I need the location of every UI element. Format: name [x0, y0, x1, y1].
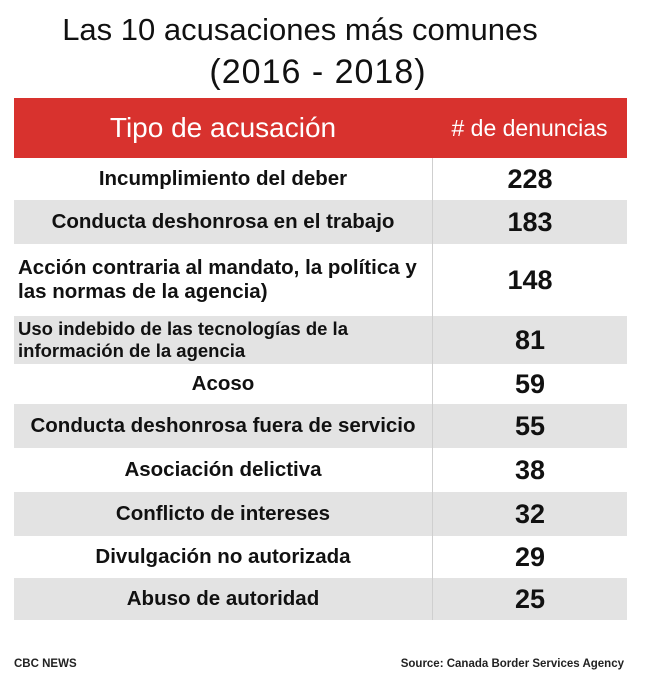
row-count-value: 55 — [432, 404, 627, 448]
row-category-label: Asociación delictiva — [124, 458, 322, 481]
table-row: Abuso de autoridad 25 — [14, 578, 627, 620]
header-count: # de denuncias — [451, 114, 608, 141]
table-row: Uso indebido de las tecnologías de la in… — [14, 316, 627, 364]
table-row: Acoso 59 — [14, 364, 627, 404]
row-count-value: 29 — [432, 536, 627, 578]
table-row: Acción contraria al mandato, la política… — [14, 244, 627, 316]
row-category-label: Conflicto de intereses — [115, 502, 331, 525]
table-row: Conducta deshonrosa fuera de servicio 55 — [14, 404, 627, 448]
row-count-value: 38 — [432, 448, 627, 492]
row-category-label: Conducta deshonrosa en el trabajo — [51, 210, 395, 233]
row-category-label: Acción contraria al mandato, la política… — [18, 256, 417, 303]
row-category-label: Incumplimiento del deber — [98, 167, 348, 190]
table-row: Conflicto de intereses 32 — [14, 492, 627, 536]
source-label: Source: Canada Border Services Agency — [400, 658, 624, 670]
row-category-label: Abuso de autoridad — [126, 587, 320, 610]
row-category-label: Uso indebido de las tecnologías de la in… — [18, 318, 348, 361]
row-count-value: 148 — [432, 244, 627, 316]
row-category-label: Conducta deshonrosa fuera de servicio — [30, 414, 416, 437]
row-count-value: 228 — [432, 158, 627, 200]
table-body: Incumplimiento del deber 228 Conducta desh… — [14, 158, 627, 620]
table-header: Tipo de acusación # de denuncias — [14, 98, 627, 158]
credit-label: CBC NEWS — [14, 658, 77, 670]
row-count-value: 25 — [432, 578, 627, 620]
chart-title: Las 10 acusaciones más comunes — [62, 12, 538, 47]
row-count-value: 183 — [432, 200, 627, 244]
row-count-value: 81 — [432, 316, 627, 364]
table-row: Conducta deshonrosa en el trabajo 183 — [14, 200, 627, 244]
row-count-value: 32 — [432, 492, 627, 536]
table-row: Incumplimiento del deber 228 — [14, 158, 627, 200]
table-row: Divulgación no autorizada 29 — [14, 536, 627, 578]
chart-subtitle: (2016 - 2018) — [209, 53, 427, 91]
row-category-label: Divulgación no autorizada — [95, 545, 351, 568]
accusations-table: Tipo de acusación # de denuncias Incumpl… — [14, 98, 627, 620]
row-category-label: Acoso — [191, 372, 255, 395]
row-count-value: 59 — [432, 364, 627, 404]
header-category: Tipo de acusación — [109, 112, 337, 143]
table-row: Asociación delictiva 38 — [14, 448, 627, 492]
